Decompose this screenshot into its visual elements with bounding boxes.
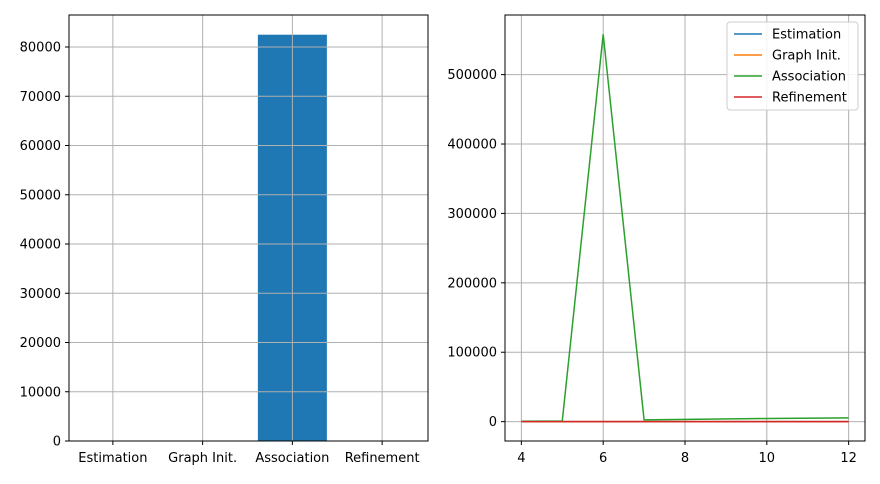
bar-chart: 0 10000 20000 30000 40000 50000 60000 70000 8000…: [20, 14, 429, 466]
legend-label: Graph Init.: [772, 49, 841, 64]
y-tick-label: 10000: [20, 385, 61, 400]
plot-frame: [68, 14, 429, 442]
legend-label: Association: [772, 70, 846, 85]
x-tick-label: Graph Init.: [168, 451, 237, 466]
x-tick-label: 12: [840, 451, 857, 466]
legend-label: Estimation: [772, 28, 841, 43]
x-tick-label: 8: [681, 451, 689, 466]
y-tick-label: 60000: [20, 139, 61, 154]
y-tick-label: 0: [53, 435, 61, 450]
x-tick-label: Association: [255, 451, 329, 466]
y-tick-label: 100000: [447, 346, 497, 361]
y-tick-label: 50000: [20, 188, 61, 203]
y-tick-label: 30000: [20, 287, 61, 302]
x-tick-label: 6: [599, 451, 607, 466]
y-tick-label: 300000: [447, 207, 497, 222]
y-tick-label: 70000: [20, 90, 61, 105]
legend-box: [726, 21, 859, 111]
legend-label: Refinement: [772, 91, 847, 106]
legend: Estimation Graph Init. Association Refineme…: [726, 21, 859, 111]
y-tick-label: 400000: [447, 138, 497, 153]
y-tick-label: 20000: [20, 336, 61, 351]
x-tick-label: 10: [759, 451, 776, 466]
y-tick-label: 500000: [447, 68, 497, 83]
y-tick-label: 200000: [447, 276, 497, 291]
y-tick-label: 40000: [20, 238, 61, 253]
x-tick-label: 4: [517, 451, 525, 466]
x-tick-label: Refinement: [345, 451, 420, 466]
y-tick-label: 80000: [20, 41, 61, 56]
line-chart: 0 100000 200000 300000 400000 500000 4 6 8 10 12 Es…: [447, 14, 866, 466]
y-tick-label: 0: [489, 415, 497, 430]
x-tick-label: Estimation: [78, 451, 147, 466]
